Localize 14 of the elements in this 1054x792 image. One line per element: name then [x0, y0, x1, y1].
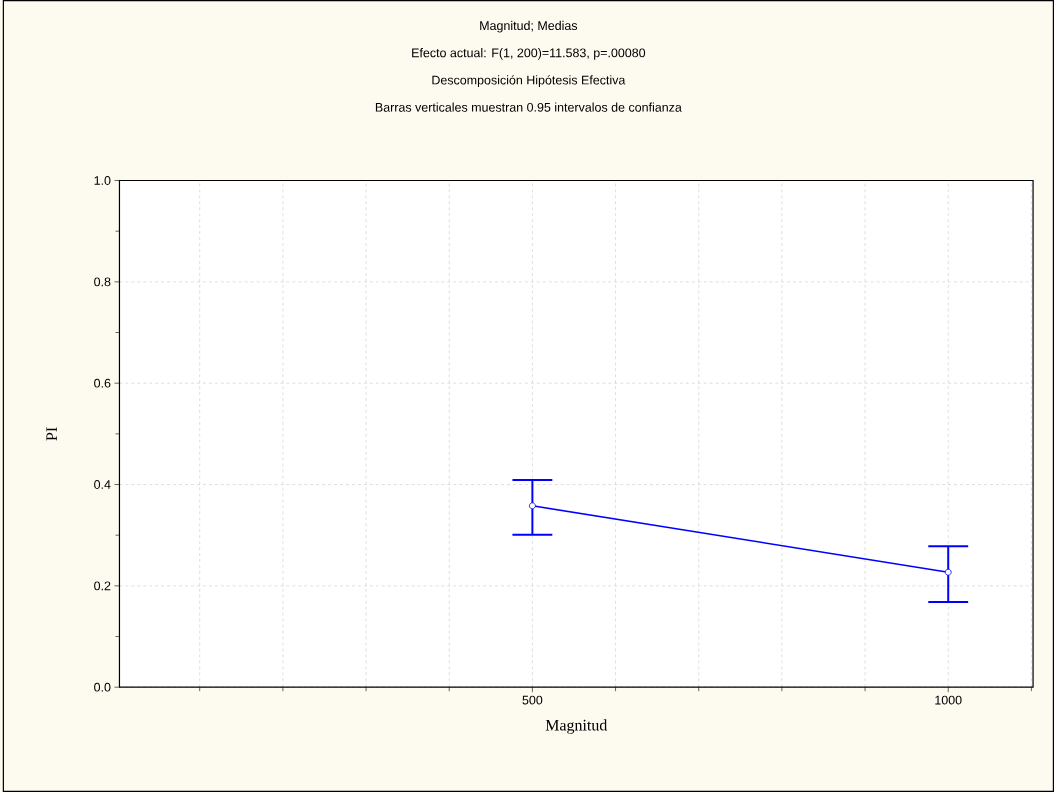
y-axis-title: PI: [46, 427, 57, 441]
y-tick-label: 0.6: [94, 378, 111, 388]
y-tick-label: 1.0: [94, 176, 111, 185]
x-tick-label: 1000: [935, 695, 962, 705]
y-tick-label: 0.0: [94, 682, 111, 692]
text: Descomposición Hipótesis Efectiva: [432, 75, 626, 87]
chart-subtitle: Efecto actual: F(1, 200)=11.583, p=.00080: [412, 48, 646, 60]
chart-title: Magnitud; Medias: [480, 20, 578, 33]
text: Barras verticales muestran 0.95 intervalos de confianza: [375, 102, 682, 112]
y-tick-label: 0.4: [94, 480, 111, 489]
x-axis-title: Magnitud: [545, 719, 608, 734]
y-tick-label: 0.8: [94, 277, 111, 287]
y-tick-label: 0.2: [94, 581, 111, 591]
x-tick-label: 500: [522, 695, 543, 705]
